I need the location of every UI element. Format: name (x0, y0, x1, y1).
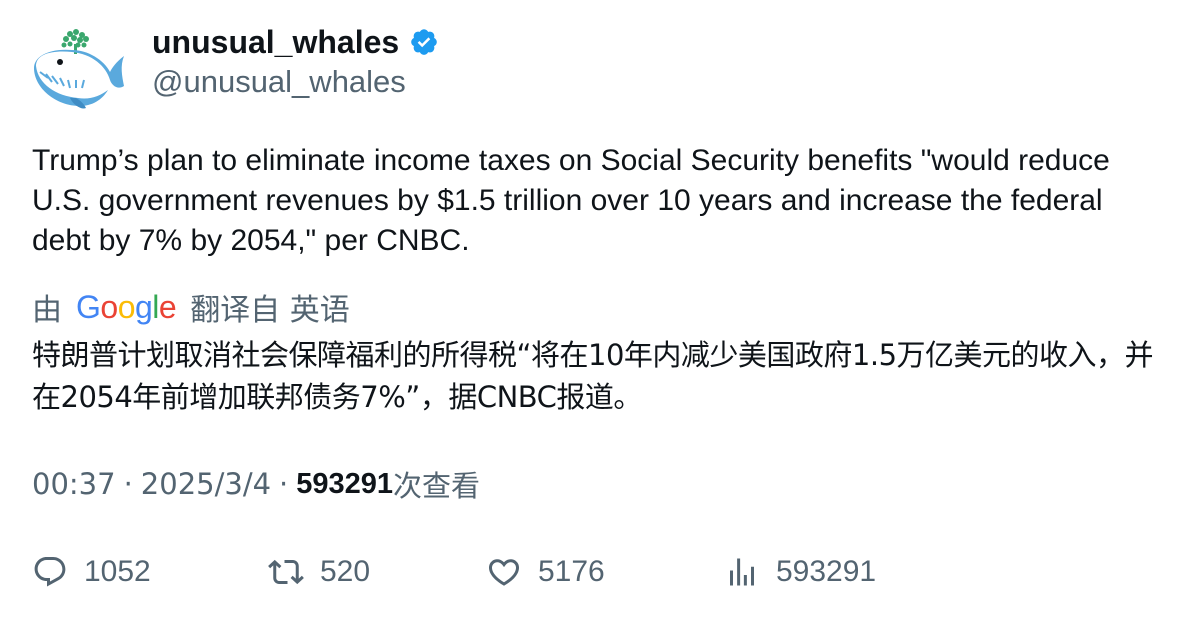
meta-separator: · (123, 467, 133, 501)
reply-icon (34, 557, 66, 587)
translated-tweet-text: 特朗普计划取消社会保障福利的所得税“将在10年内减少美国政府1.5万亿美元的收入… (32, 338, 1154, 414)
reply-button[interactable]: 1052 (32, 551, 151, 593)
tweet-text: Trump’s plan to eliminate income taxes o… (32, 144, 1110, 257)
analytics-icon (730, 558, 754, 586)
retweet-icon (268, 559, 304, 585)
meta-separator-2: · (279, 467, 289, 501)
like-count: 5176 (538, 555, 605, 588)
translation-attribution: 由 Google 翻译自 英语 (32, 287, 350, 329)
views-count: 593291 (296, 467, 394, 500)
heart-icon (488, 559, 520, 586)
tweet-date[interactable]: 2025/3/4 (140, 467, 272, 501)
tweet-meta: 00:37 · 2025/3/4 · 593291 次查看 (32, 464, 480, 504)
author-name-row[interactable]: unusual_whales (152, 22, 439, 62)
like-button[interactable]: 5176 (486, 551, 605, 593)
translation-by-label: 由 (32, 293, 62, 328)
author-handle[interactable]: @unusual_whales (152, 64, 406, 99)
retweet-count: 520 (320, 555, 371, 588)
reply-count: 1052 (84, 555, 151, 588)
retweet-button[interactable]: 520 (268, 551, 370, 593)
tweet-time[interactable]: 00:37 (32, 467, 116, 501)
google-logo[interactable]: Google (76, 288, 177, 325)
views-button[interactable]: 593291 (724, 551, 876, 593)
display-name[interactable]: unusual_whales (152, 23, 400, 60)
verified-badge-icon (409, 27, 439, 57)
views-label: 次查看 (393, 469, 481, 503)
avatar[interactable] (30, 26, 126, 112)
whale-avatar-icon (34, 29, 124, 109)
views-action-count: 593291 (776, 555, 877, 588)
translated-from-label[interactable]: 翻译自 英语 (190, 293, 350, 328)
